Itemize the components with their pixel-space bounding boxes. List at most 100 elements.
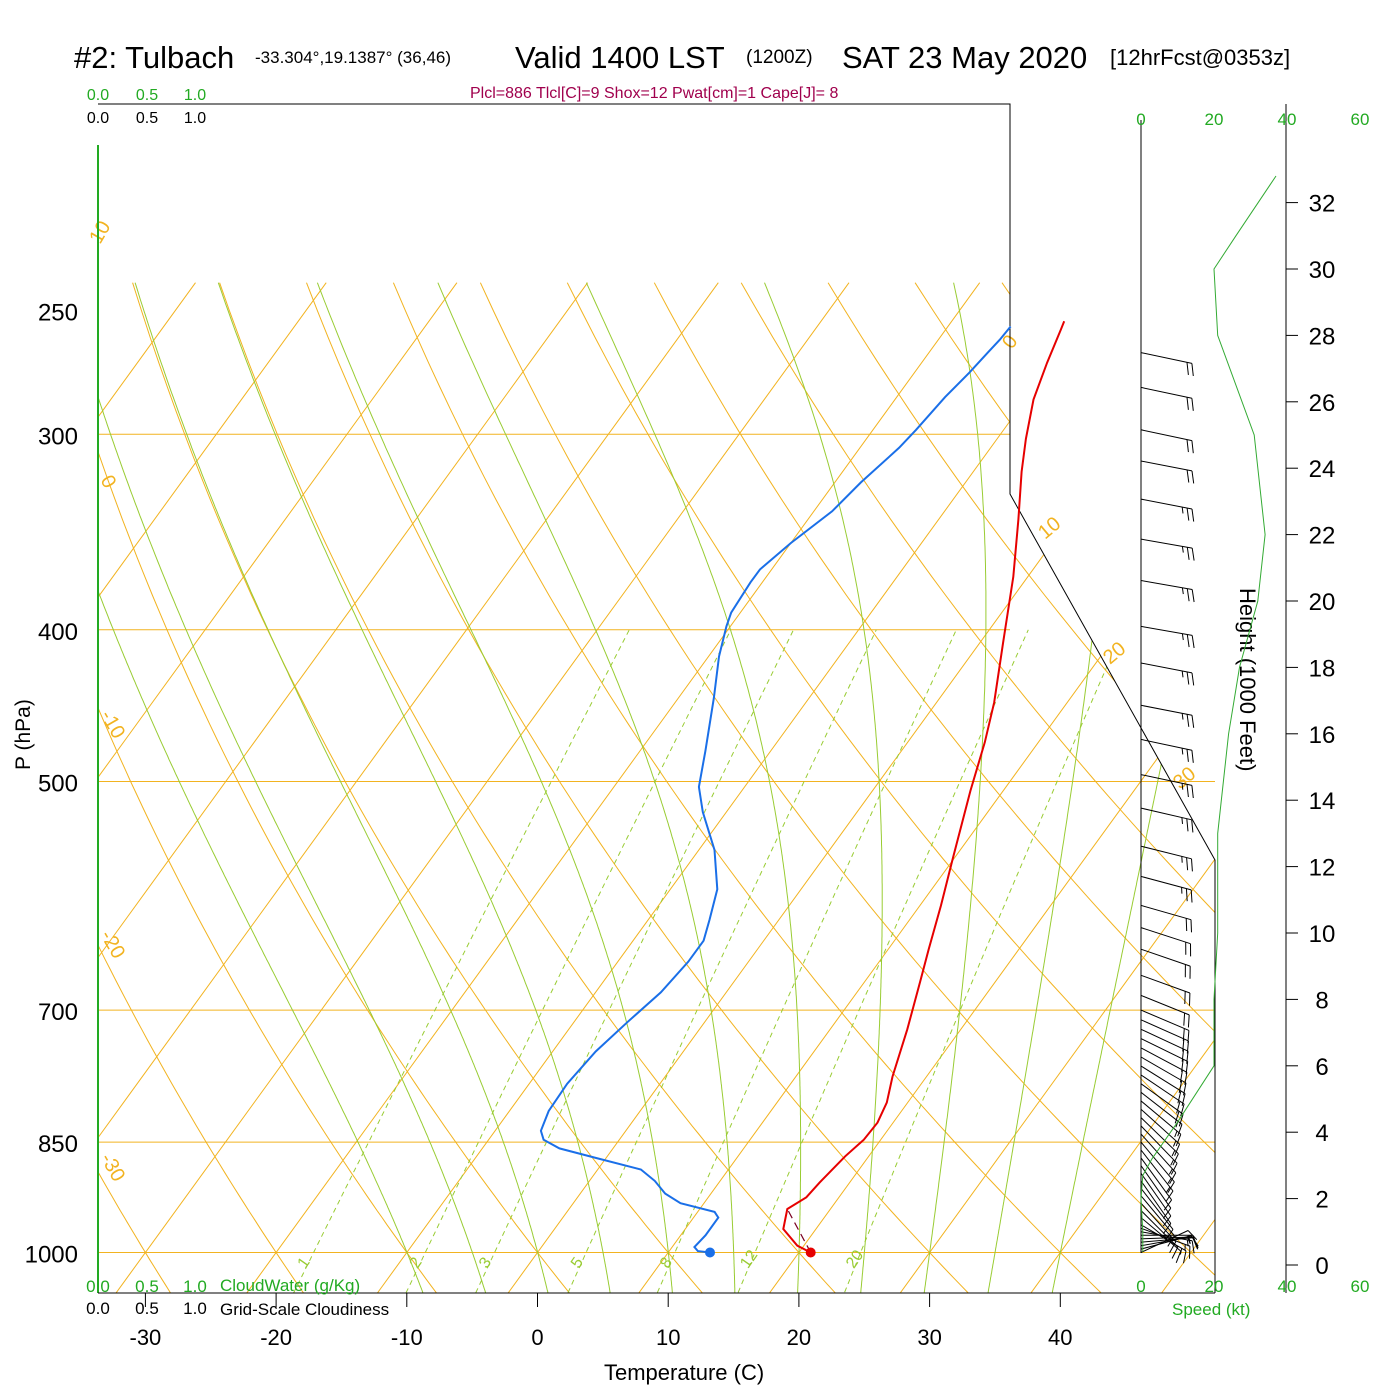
dry-adiabat [653, 282, 1215, 1293]
wind-barb [1140, 1173, 1172, 1227]
dry-adiabat [479, 282, 1215, 1293]
wind-barb [1140, 662, 1195, 686]
dry-adiabat [132, 282, 724, 1293]
speed-tick-label: 0 [1136, 1277, 1145, 1296]
barb-flag [1172, 1153, 1179, 1166]
barb-flag [1186, 547, 1190, 560]
wind-barb [1140, 1180, 1172, 1234]
barb-flag [1186, 362, 1189, 375]
barb-flag [1184, 1072, 1188, 1085]
barb-staff [1140, 994, 1190, 1016]
moist-adiabat [764, 282, 883, 1293]
barb-half-flag [1181, 713, 1184, 720]
height-tick-label: 26 [1309, 390, 1336, 417]
barb-flag [1162, 1223, 1172, 1234]
barb-flag [1180, 1103, 1185, 1117]
barb-staff [1140, 904, 1192, 921]
wind-barb [1140, 429, 1194, 454]
mixing-ratio-lines [281, 629, 1124, 1293]
barb-flag [1191, 589, 1195, 603]
barb-flag [1167, 1235, 1175, 1247]
barb-staff [1140, 1202, 1177, 1243]
wind-barb [1140, 1188, 1174, 1241]
barb-flag [1177, 1124, 1183, 1137]
dry-adiabat [740, 282, 1215, 1293]
barb-flag [1186, 508, 1190, 521]
moist-adiabat [316, 282, 675, 1293]
wind-barb [1140, 580, 1195, 603]
temperature-tick-label: 10 [656, 1325, 680, 1350]
barb-staff [1140, 1038, 1188, 1062]
barb-flag [1185, 888, 1188, 902]
cloud-scale-label: 0.5 [135, 1299, 159, 1318]
height-tick-label: 0 [1315, 1253, 1328, 1280]
barb-staff [1140, 845, 1192, 860]
barb-flag [1167, 1181, 1175, 1193]
temperature-profile [782, 320, 1066, 1254]
isotherm [490, 282, 1215, 1293]
mixing-ratio-label: 12 [737, 1247, 761, 1271]
wind-barb [1140, 904, 1192, 933]
mixing-ratio-label: 20 [843, 1247, 867, 1271]
barb-staff [1140, 1108, 1180, 1145]
plot-frame [98, 103, 1216, 1293]
wind-barbs [1140, 352, 1199, 1264]
barb-flag [1191, 672, 1195, 686]
surface-temperature-dot [805, 1247, 816, 1258]
wind-speed-profile [1140, 175, 1277, 1252]
barb-flag [1190, 889, 1193, 903]
barb-half-flag [1181, 633, 1184, 641]
barb-staff [1140, 948, 1191, 967]
dry-adiabat [1088, 282, 1215, 1293]
barb-staff [1140, 1083, 1184, 1115]
wind-barb [1140, 1117, 1179, 1166]
dry-adiabat [98, 282, 456, 1293]
barb-staff [1140, 875, 1192, 891]
wind-barb [1140, 1141, 1175, 1193]
isotherm-label: -20 [96, 927, 130, 963]
barb-flag [1186, 671, 1190, 685]
isotherm-label: 10 [1034, 513, 1065, 544]
barb-staff [1140, 429, 1193, 442]
wind-barb [1140, 1133, 1177, 1184]
height-tick-label: 8 [1315, 987, 1328, 1014]
isotherm-lines [98, 282, 1215, 1293]
barb-flag [1191, 470, 1195, 484]
barb-flag [1186, 469, 1190, 483]
barb-flag [1183, 1250, 1187, 1264]
dry-adiabat [392, 282, 1127, 1293]
wind-barb [1140, 1047, 1188, 1085]
cloud-scale-label: 1.0 [183, 1277, 207, 1296]
wind-barb [1140, 1056, 1187, 1096]
pressure-tick-label: 500 [38, 771, 78, 798]
moist-adiabat [437, 282, 736, 1293]
isotherm [98, 282, 589, 1293]
dry-adiabat [306, 282, 993, 1293]
height-tick-label: 10 [1309, 921, 1336, 948]
isotherm-label: 30 [1169, 763, 1200, 794]
mixing-ratio-line [834, 629, 1124, 1293]
moist-adiabat-lines [98, 282, 1215, 1293]
wind-barb [1140, 704, 1195, 728]
cloud-scale-label: 1.0 [184, 87, 206, 104]
wind-barb [1140, 738, 1194, 763]
wind-barb [1140, 994, 1190, 1028]
isotherm-label: 0 [96, 472, 121, 493]
wind-barb [1140, 625, 1195, 649]
mixing-ratio-line [393, 629, 732, 1293]
barb-staff [1140, 738, 1193, 751]
barb-flag [1185, 918, 1188, 932]
mixing-ratio-line [556, 629, 877, 1293]
dry-adiabat [1350, 283, 1400, 1318]
barb-flag [1177, 1090, 1182, 1104]
barb-staff [1140, 352, 1193, 364]
barb-half-flag [1181, 783, 1184, 790]
speed-tick-label: 40 [1278, 1277, 1297, 1296]
barb-flag [1174, 1143, 1181, 1156]
mixing-ratio-line [646, 629, 957, 1293]
isotherm-label: 10 [85, 217, 115, 247]
barb-staff [1140, 1195, 1175, 1237]
barb-flag [1191, 508, 1195, 522]
isotherm [751, 282, 1215, 1293]
